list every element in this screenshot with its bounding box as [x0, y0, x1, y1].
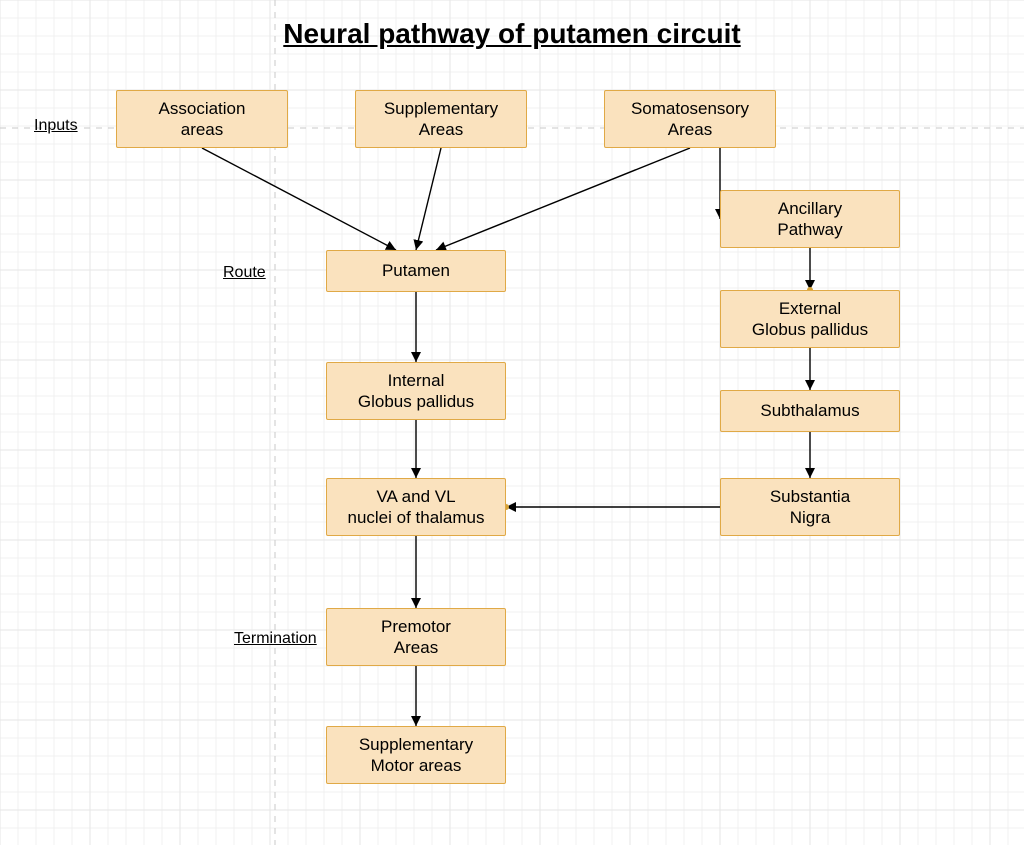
edge-assoc-to-putamen	[202, 148, 396, 250]
section-label-inputs: Inputs	[34, 117, 78, 135]
section-label-route: Route	[223, 264, 266, 282]
node-egp: External Globus pallidus	[720, 290, 900, 348]
node-igp: Internal Globus pallidus	[326, 362, 506, 420]
node-supp: Supplementary Areas	[355, 90, 527, 148]
node-vavl: VA and VL nuclei of thalamus	[326, 478, 506, 536]
node-assoc: Association areas	[116, 90, 288, 148]
diagram-canvas: Neural pathway of putamen circuit Inputs…	[0, 0, 1024, 845]
edge-supp-to-putamen	[416, 148, 441, 250]
node-ancillary: Ancillary Pathway	[720, 190, 900, 248]
node-snigra: Substantia Nigra	[720, 478, 900, 536]
diagram-title: Neural pathway of putamen circuit	[0, 18, 1024, 50]
node-putamen: Putamen	[326, 250, 506, 292]
node-somato: Somatosensory Areas	[604, 90, 776, 148]
node-smotor: Supplementary Motor areas	[326, 726, 506, 784]
node-subthal: Subthalamus	[720, 390, 900, 432]
node-premotor: Premotor Areas	[326, 608, 506, 666]
edge-somato-to-putamen	[436, 148, 690, 250]
section-label-termination: Termination	[234, 630, 317, 648]
